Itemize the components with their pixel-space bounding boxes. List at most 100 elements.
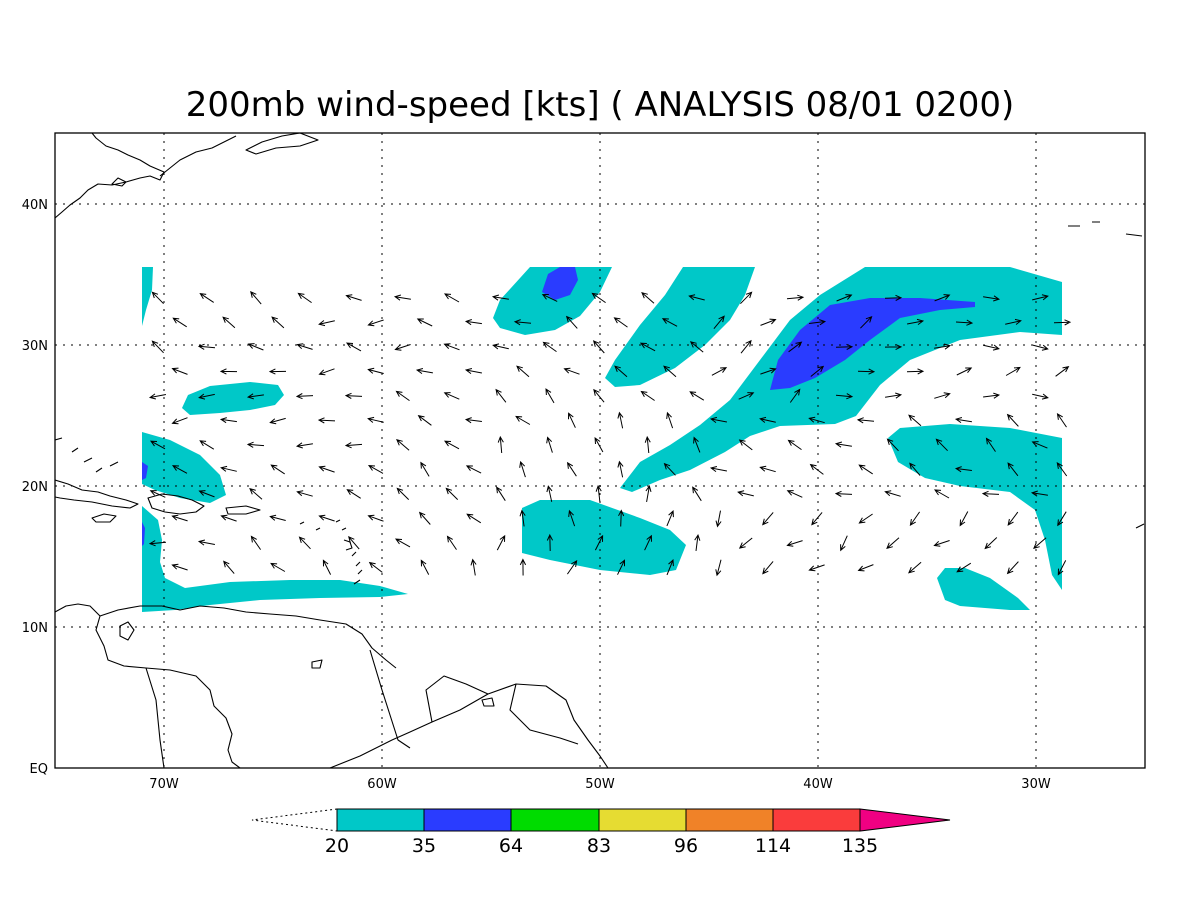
wind-arrow	[268, 368, 287, 375]
wind-arrow	[295, 442, 313, 449]
wind-arrow	[692, 486, 702, 502]
wind-arrow	[711, 367, 728, 376]
wind-arrow	[1033, 537, 1047, 549]
colorbar-segment	[772, 808, 861, 832]
wind-arrow	[367, 465, 384, 474]
wind-arrow	[709, 416, 727, 424]
coastline-lake-maracaibo	[119, 621, 135, 641]
wind-arrow	[546, 533, 554, 552]
wind-arrow	[171, 563, 188, 571]
wind-arrow	[933, 540, 950, 547]
colorbar-label: 20	[325, 835, 349, 857]
wind-arrow	[546, 436, 553, 453]
wind-arrow	[789, 388, 801, 403]
wind-arrow	[519, 558, 527, 576]
shade-region	[620, 267, 1062, 492]
wind-arrow	[566, 461, 577, 477]
shade-region	[142, 462, 148, 480]
wind-arrow	[885, 392, 903, 399]
colorbar-segment	[423, 808, 512, 832]
lon-tick-label: 60W	[367, 777, 397, 792]
wind-arrow	[985, 437, 996, 452]
wind-arrow	[496, 486, 506, 501]
colorbar-segment	[598, 808, 687, 832]
wind-arrow	[981, 490, 1000, 497]
wind-arrow	[171, 465, 188, 474]
wind-arrow	[641, 291, 655, 304]
wind-arrow	[884, 294, 903, 301]
coastline-south-america	[55, 603, 609, 768]
wind-arrow	[542, 341, 557, 353]
coastline-trinidad	[311, 659, 323, 669]
wind-arrow	[318, 514, 335, 522]
wind-arrow	[617, 559, 625, 575]
wind-arrow	[420, 559, 430, 575]
wind-arrow	[886, 438, 899, 452]
wind-arrow	[983, 344, 1000, 351]
wind-arrow	[171, 514, 188, 522]
wind-arrow	[666, 411, 674, 429]
wind-arrow	[738, 392, 755, 400]
coastline-new-england	[159, 135, 237, 177]
wind-arrow	[592, 340, 605, 354]
wind-arrow	[545, 388, 555, 404]
colorbar-segment	[510, 808, 600, 832]
wind-arrow	[491, 294, 509, 301]
lat-tick-label: EQ	[30, 762, 48, 777]
wind-arrow	[246, 393, 264, 400]
shade-region	[522, 500, 686, 575]
wind-arrow	[836, 294, 853, 302]
wind-arrow	[1056, 462, 1068, 477]
wind-arrow	[663, 365, 677, 378]
wind-arrow	[858, 513, 873, 524]
wind-arrow	[788, 341, 803, 353]
wind-arrow	[1005, 366, 1021, 376]
coastline-puerto-rico	[225, 505, 261, 515]
wind-arrow	[808, 416, 825, 424]
coastline-nova-scotia	[245, 133, 319, 155]
wind-arrow	[298, 536, 311, 550]
wind-arrow	[270, 562, 286, 572]
shade-region	[937, 568, 1030, 610]
coastline-cape-verde	[1135, 523, 1145, 529]
wind-arrow	[199, 440, 215, 450]
shade-region	[142, 506, 408, 612]
wind-arrow	[269, 417, 286, 425]
wind-arrow	[151, 340, 164, 354]
wind-arrow	[591, 292, 606, 304]
wind-arrow	[738, 537, 753, 549]
axis-ticks: 70W 60W 50W 40W 30W EQ 10N 20N 30N 40N	[22, 198, 1051, 792]
wind-arrow	[1007, 511, 1019, 526]
wind-arrow	[594, 436, 604, 453]
shade-region	[605, 267, 755, 387]
wind-arrow	[984, 537, 998, 550]
wind-arrow	[495, 388, 507, 403]
border-colombia-venezuela	[145, 667, 165, 768]
wind-arrow	[247, 343, 264, 351]
wind-arrow	[661, 318, 678, 327]
colorbar: 20 35 64 83 96 114 135	[251, 808, 951, 857]
wind-arrow	[983, 392, 1001, 399]
wind-arrow	[1005, 318, 1022, 325]
colorbar-label: 83	[587, 835, 611, 857]
wind-arrow	[416, 318, 433, 327]
wind-arrow	[318, 465, 335, 473]
wind-arrow	[1053, 319, 1072, 326]
border-suriname-guiana	[509, 683, 579, 745]
wind-arrow	[614, 365, 628, 378]
wind-arrow	[811, 512, 823, 526]
wind-arrow	[418, 511, 431, 525]
border-venezuela-guyana	[369, 649, 411, 749]
colorbar-high-end-triangle	[859, 808, 951, 832]
wind-arrow	[566, 559, 578, 575]
wind-arrow	[250, 291, 262, 305]
wind-arrow	[465, 465, 482, 474]
wind-arrow	[1057, 511, 1067, 527]
wind-arrow	[954, 417, 972, 424]
wind-arrow	[443, 440, 460, 450]
wind-arrow	[223, 560, 235, 574]
wind-arrow	[713, 315, 725, 330]
wind-arrow	[666, 510, 674, 527]
shade-region	[182, 382, 284, 415]
